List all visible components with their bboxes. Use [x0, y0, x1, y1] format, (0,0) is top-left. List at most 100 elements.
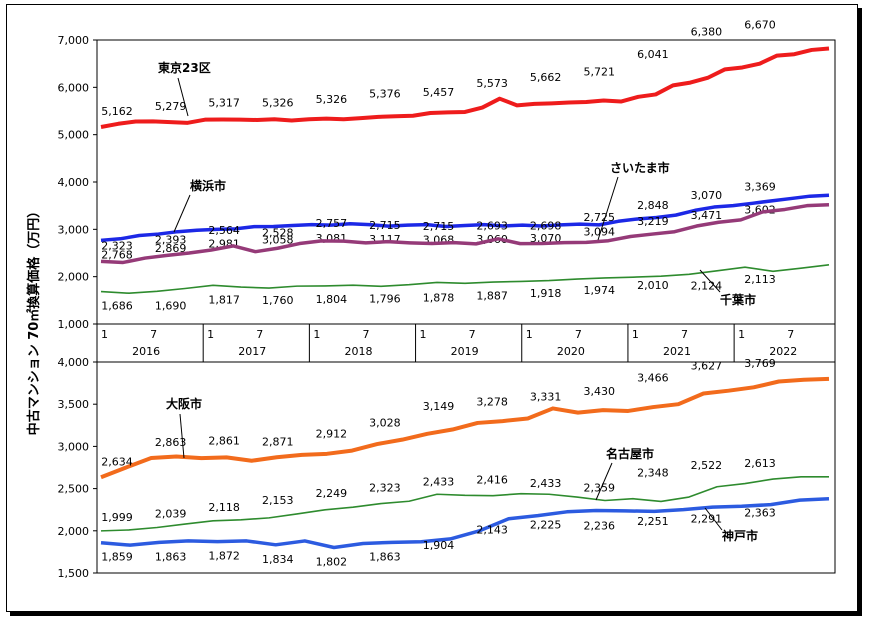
- x-tick-label: 1: [313, 328, 320, 341]
- data-label: 3,369: [744, 181, 776, 194]
- data-label: 2,039: [155, 508, 187, 521]
- data-label: 2,863: [155, 436, 187, 449]
- data-label: 3,028: [369, 417, 401, 430]
- data-label: 2,363: [744, 507, 776, 520]
- x-tick-label: 1: [632, 328, 639, 341]
- data-label: 3,219: [637, 215, 669, 228]
- data-label: 2,143: [476, 524, 508, 537]
- data-label: 5,326: [262, 96, 294, 109]
- series-name-label: 神戸市: [722, 528, 758, 543]
- data-label: 2,693: [476, 220, 508, 233]
- y-tick-label: 2,500: [58, 483, 90, 496]
- data-label: 5,162: [101, 105, 133, 118]
- data-label: 2,323: [369, 481, 401, 494]
- data-label: 2,323: [101, 239, 133, 252]
- x-tick-label: 1: [738, 328, 745, 341]
- series-name-label: さいたま市: [610, 160, 670, 175]
- data-label: 2,522: [691, 459, 723, 472]
- series-name-label: 東京23区: [158, 60, 211, 75]
- y-tick-label: 7,000: [58, 34, 90, 47]
- y-tick-label: 3,500: [58, 398, 90, 411]
- data-label: 1,904: [423, 539, 455, 552]
- data-label: 2,359: [584, 481, 616, 494]
- data-label: 1,974: [584, 284, 616, 297]
- data-label: 1,802: [316, 556, 348, 569]
- x-tick-label: 7: [681, 328, 688, 341]
- data-label: 2,225: [530, 519, 562, 532]
- data-label: 1,859: [101, 551, 133, 564]
- data-label: 5,662: [530, 71, 562, 84]
- y-tick-label: 6,000: [58, 81, 90, 94]
- y-tick-label: 3,000: [58, 440, 90, 453]
- leader-line: [699, 269, 721, 293]
- y-tick-label: 4,000: [58, 176, 90, 189]
- y-tick-label: 3,000: [58, 223, 90, 236]
- data-label: 3,070: [691, 189, 723, 202]
- data-label: 1,686: [101, 300, 133, 313]
- data-label: 2,010: [637, 279, 669, 292]
- x-tick-label: 7: [150, 328, 157, 341]
- x-tick-label: 7: [575, 328, 582, 341]
- series-name-label: 千葉市: [720, 292, 756, 307]
- data-label: 2,416: [476, 474, 508, 487]
- x-tick-label: 1: [526, 328, 533, 341]
- data-label: 2,236: [584, 519, 616, 532]
- data-label: 5,317: [208, 97, 240, 110]
- data-label: 2,291: [691, 513, 723, 526]
- leader-line: [595, 462, 613, 501]
- data-label: 3,149: [423, 400, 455, 413]
- data-label: 3,094: [584, 226, 616, 239]
- top-panel: 1,000 2,000 3,000 4,000 5,000 6,000 7,000 5,162…: [58, 19, 836, 331]
- data-label: 5,326: [316, 93, 348, 106]
- leader-line: [179, 413, 185, 459]
- data-label: 2,861: [208, 434, 240, 447]
- leader-line: [173, 194, 191, 233]
- x-year-label: 2016: [132, 345, 160, 358]
- series-line-神戸市: [100, 496, 830, 550]
- data-label: 2,433: [530, 477, 562, 490]
- series-line-大阪市: [100, 376, 830, 480]
- data-label: 2,869: [155, 242, 187, 255]
- x-tick-label: 7: [469, 328, 476, 341]
- series-line-名古屋市: [100, 475, 829, 532]
- data-label: 2,912: [316, 428, 348, 441]
- y-tick-label: 5,000: [58, 129, 90, 142]
- data-label: 1,834: [262, 553, 294, 566]
- x-year-label: 2018: [344, 345, 372, 358]
- data-label: 2,848: [637, 199, 669, 212]
- data-label: 3,058: [262, 233, 294, 246]
- leader-line: [597, 176, 619, 241]
- data-label: 6,670: [744, 19, 776, 32]
- leader-line: [704, 507, 723, 531]
- y-tick-label: 4,000: [58, 356, 90, 369]
- data-label: 5,376: [369, 88, 401, 101]
- data-label: 1,796: [369, 293, 401, 306]
- data-label: 1,872: [208, 550, 240, 563]
- data-label: 2,348: [637, 467, 669, 480]
- y-tick-label: 2,000: [58, 525, 90, 538]
- data-label: 3,466: [637, 371, 669, 384]
- series-line-千葉市: [100, 264, 830, 295]
- data-label: 2,433: [423, 475, 455, 488]
- x-tick-label: 1: [207, 328, 214, 341]
- y-tick-label: 1,000: [58, 318, 90, 331]
- data-label: 2,634: [101, 455, 133, 468]
- data-label: 2,698: [530, 219, 562, 232]
- data-label: 1,863: [369, 550, 401, 563]
- y-axis-title: 中古マンション 70㎡換算価格（万円）: [26, 205, 42, 436]
- x-year-label: 2021: [663, 345, 691, 358]
- data-label: 5,573: [476, 77, 508, 90]
- data-label: 1,863: [155, 550, 187, 563]
- data-label: 1,918: [530, 287, 562, 300]
- series-name-label: 横浜市: [190, 178, 226, 193]
- data-label: 2,715: [369, 219, 401, 232]
- series-line-東京23区: [100, 46, 830, 129]
- x-tick-label: 7: [256, 328, 263, 341]
- data-label: 5,721: [584, 65, 616, 78]
- series-line-横浜市: [100, 193, 830, 243]
- data-label: 2,113: [744, 273, 776, 286]
- x-axis: 1 7 1 7 1 7 1 7 1 7 1 7 1 7 2016 2017 2018 2019 2020 2021 20…: [96, 323, 836, 363]
- data-label: 2,124: [691, 279, 723, 292]
- data-label: 5,457: [423, 86, 455, 99]
